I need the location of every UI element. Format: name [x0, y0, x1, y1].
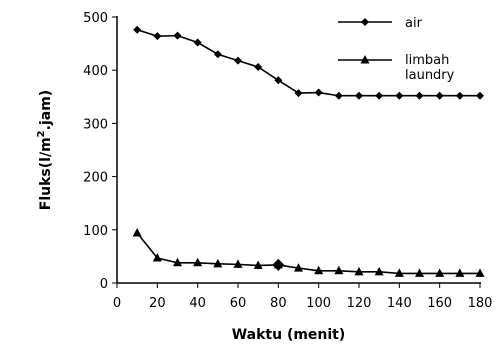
data-point-air	[314, 88, 323, 97]
data-point-air	[153, 32, 162, 41]
data-point-limbah-laundry	[193, 257, 203, 267]
y-tick-label: 500	[83, 11, 108, 26]
data-point-air	[173, 31, 182, 40]
x-tick-label: 20	[149, 296, 166, 311]
y-axis-title-prefix: Fluks(l/m	[38, 137, 54, 210]
legend-marker-limbah-laundry	[360, 55, 370, 64]
data-point-limbah-laundry	[132, 227, 142, 237]
y-tick-label: 0	[100, 277, 108, 292]
data-point-air	[355, 91, 363, 100]
series-line-limbah-laundry	[136, 232, 480, 275]
data-point-air	[274, 76, 283, 85]
data-point-limbah-laundry	[435, 268, 445, 277]
data-point-air	[375, 91, 384, 100]
data-point-limbah-laundry	[314, 265, 324, 275]
legend-label-line: laundry	[405, 68, 455, 83]
data-point-air	[133, 25, 142, 34]
x-tick-label: 120	[347, 296, 372, 311]
axes-group: 0 100 200 300 400 500 0 20 40 60 80 100 120 140 160 180	[83, 11, 492, 311]
x-tick-label: 140	[387, 296, 412, 311]
y-tick-label: 300	[83, 117, 108, 132]
y-tick-label: 200	[83, 171, 108, 186]
data-point-limbah-laundry	[152, 252, 162, 262]
x-tick-label: 0	[113, 296, 121, 311]
data-point-air	[435, 91, 444, 100]
x-tick-label: 180	[468, 296, 493, 311]
data-point-air	[415, 91, 424, 100]
data-point-air	[476, 91, 484, 100]
y-tick-label: 400	[83, 64, 108, 79]
x-tick-label: 100	[306, 296, 331, 311]
data-point-air	[234, 56, 242, 65]
data-point-limbah-laundry	[394, 268, 404, 277]
x-tick-label: 160	[427, 296, 452, 311]
y-tick-label: 100	[83, 224, 108, 239]
y-axis-title: Fluks(l/m2.jam)	[36, 90, 54, 210]
data-point-limbah-laundry	[253, 260, 263, 269]
data-point-limbah-laundry	[233, 259, 243, 268]
series-group	[132, 25, 485, 277]
data-point-limbah-laundry	[213, 258, 223, 268]
data-point-air	[395, 91, 404, 100]
data-point-limbah-laundry	[294, 263, 303, 272]
x-tick-label: 40	[189, 296, 206, 311]
data-point-limbah-laundry	[455, 268, 465, 277]
data-point-air	[213, 50, 222, 59]
y-axis-title-superscript: 2	[36, 130, 47, 137]
data-point-limbah-laundry	[354, 266, 364, 276]
data-point-air	[455, 91, 464, 100]
data-point-air	[294, 89, 303, 98]
data-point-limbah-laundry	[173, 257, 182, 267]
data-point-limbah-laundry	[415, 268, 424, 277]
y-axis-title-suffix: .jam)	[38, 90, 54, 131]
x-tick-label: 60	[230, 296, 247, 311]
legend-marker-air	[361, 18, 369, 26]
x-tick-label: 80	[270, 296, 287, 311]
data-point-limbah-laundry-highlight	[272, 258, 285, 271]
legend: air limbah laundry	[338, 16, 455, 83]
data-point-air	[193, 38, 202, 47]
legend-label-line: limbah	[405, 53, 449, 68]
legend-label-limbah-laundry: limbah laundry	[405, 53, 455, 83]
data-point-air	[254, 63, 263, 72]
data-point-air	[334, 91, 343, 100]
data-point-limbah-laundry	[475, 268, 485, 277]
legend-label-air: air	[405, 16, 423, 31]
data-point-limbah-laundry	[374, 266, 384, 276]
data-point-limbah-laundry	[334, 265, 344, 275]
x-axis-title: Waktu (menit)	[232, 327, 346, 343]
